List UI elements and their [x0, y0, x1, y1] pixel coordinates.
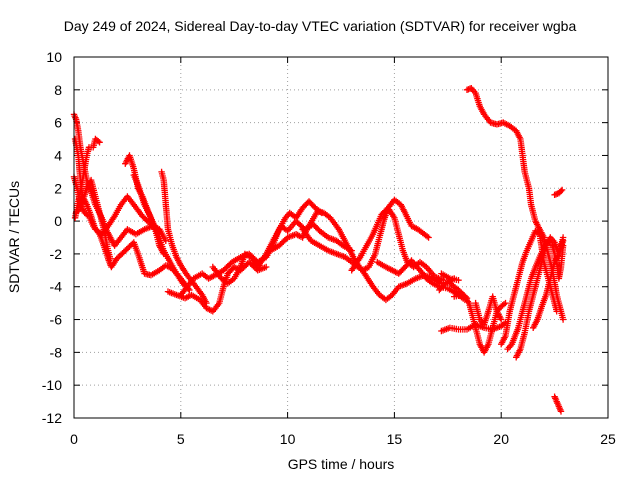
data-point-marker [424, 233, 431, 240]
data-series [438, 270, 462, 284]
data-point-marker [278, 239, 286, 247]
data-point-marker [559, 316, 567, 323]
y-tick-label: -8 [50, 344, 63, 360]
data-series [374, 257, 469, 304]
chart-title: Day 249 of 2024, Sidereal Day-to-day VTE… [63, 18, 577, 34]
data-point-marker [162, 237, 169, 244]
y-tick-label: 4 [54, 147, 62, 163]
data-point-marker [557, 408, 565, 415]
data-point-marker [140, 214, 147, 221]
data-point-marker [127, 242, 135, 249]
data-point-marker [425, 234, 432, 241]
data-series [72, 176, 114, 262]
data-point-marker [95, 138, 102, 145]
y-tick-label: 8 [54, 82, 62, 98]
y-tick-label: -2 [50, 246, 63, 262]
data-point-marker [498, 316, 505, 323]
x-tick-label: 15 [387, 431, 403, 447]
plot-border [73, 56, 609, 419]
data-point-marker [462, 293, 469, 300]
data-series [451, 291, 509, 356]
data-point-marker [559, 234, 567, 241]
data-point-marker [502, 299, 509, 307]
y-tick-label: -6 [50, 312, 63, 328]
x-tick-label: 25 [600, 431, 616, 447]
y-axis-label: SDTVAR / TECUs [6, 180, 22, 294]
data-point-marker [553, 308, 560, 315]
y-tick-label: 10 [46, 49, 62, 65]
data-point-marker [535, 229, 542, 237]
y-tick-label: 0 [54, 213, 62, 229]
data-point-marker [123, 246, 130, 253]
data-point-marker [557, 187, 565, 195]
y-tick-label: 2 [54, 180, 62, 196]
data-point-marker [463, 295, 471, 302]
data-point-marker [263, 263, 270, 271]
y-tick-label: 6 [54, 115, 62, 131]
x-tick-label: 5 [177, 431, 185, 447]
x-tick-label: 10 [280, 431, 296, 447]
x-tick-label: 20 [493, 431, 509, 447]
data-point-marker [107, 255, 114, 262]
data-series [209, 217, 355, 287]
data-point-marker [295, 220, 303, 227]
data-series [551, 186, 566, 198]
data-point-marker [223, 264, 230, 271]
x-axis-label: GPS time / hours [287, 456, 395, 472]
data-point-marker [558, 186, 566, 194]
y-tick-label: -12 [42, 410, 62, 426]
y-tick-label: -10 [42, 377, 62, 393]
x-tick-label: 0 [70, 431, 78, 447]
data-series [530, 234, 567, 331]
data-series [463, 85, 567, 323]
data-series [551, 393, 565, 415]
data-series [158, 168, 210, 307]
data-point-marker [455, 277, 462, 284]
data-point-marker [119, 250, 126, 257]
data-series [472, 293, 505, 328]
data-point-marker [96, 139, 103, 146]
y-tick-label: -4 [50, 279, 63, 295]
data-series [177, 198, 325, 299]
data-series [446, 280, 471, 302]
